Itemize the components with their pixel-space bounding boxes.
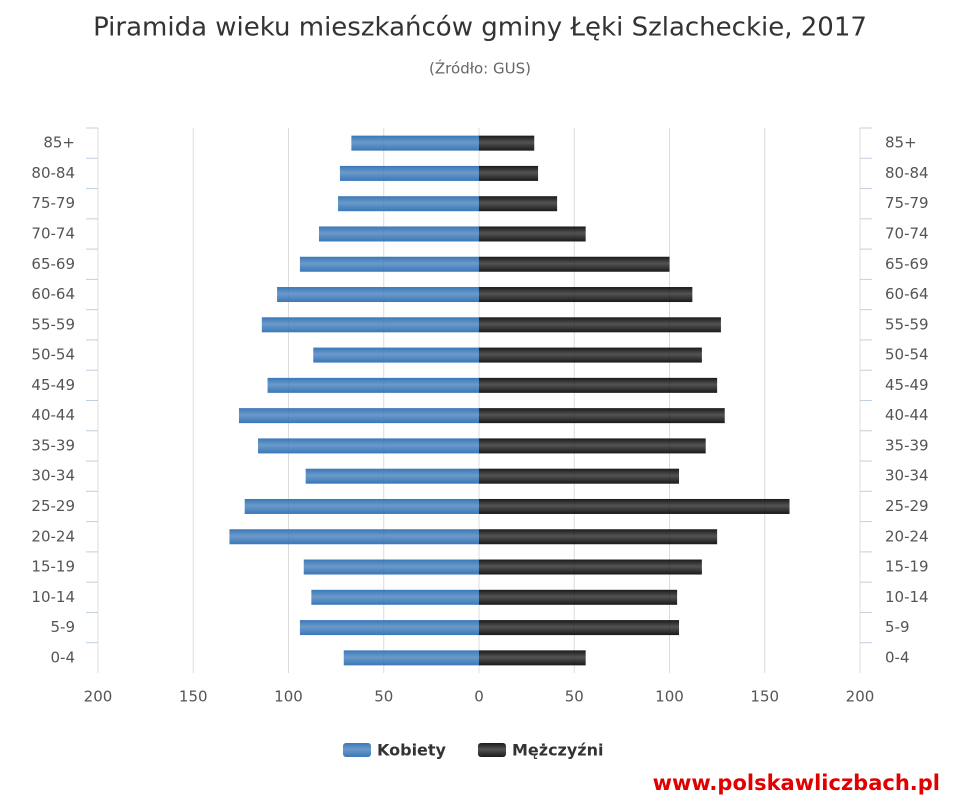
y-tick-label: 70-74 <box>885 224 929 242</box>
bar <box>238 408 479 424</box>
x-tick-label: 50 <box>374 688 393 706</box>
y-tick-label: 15-19 <box>31 558 75 576</box>
bar <box>479 196 558 212</box>
bar <box>479 317 721 333</box>
bar <box>267 377 479 393</box>
y-tick-label: 20-24 <box>885 527 929 545</box>
bar <box>299 620 479 636</box>
y-tick-label: 35-39 <box>885 436 929 454</box>
y-tick-label: 80-84 <box>885 164 929 182</box>
y-tick-label: 55-59 <box>885 315 929 333</box>
bar <box>479 226 586 242</box>
bar <box>343 650 479 666</box>
legend-swatch <box>477 743 506 757</box>
x-tick-label: 150 <box>179 688 208 706</box>
y-tick-label: 0-4 <box>51 648 76 666</box>
bar <box>351 135 479 151</box>
bar <box>261 317 479 333</box>
x-tick-label: 200 <box>846 688 875 706</box>
y-tick-label: 50-54 <box>885 346 929 364</box>
bar <box>479 377 718 393</box>
y-tick-label: 85+ <box>885 134 917 152</box>
bar <box>229 529 479 545</box>
chart-subtitle: (Źródło: GUS) <box>429 59 531 78</box>
bar <box>339 165 479 181</box>
legend-swatch <box>343 743 371 757</box>
x-tick-label: 200 <box>84 688 113 706</box>
bar <box>479 589 678 605</box>
y-tick-label: 60-64 <box>31 285 75 303</box>
x-tick-label: 0 <box>474 688 484 706</box>
bar <box>311 589 479 605</box>
y-tick-label: 70-74 <box>31 224 75 242</box>
y-tick-label: 30-34 <box>31 467 75 485</box>
bar <box>479 498 790 514</box>
y-tick-label: 5-9 <box>51 618 76 636</box>
bar <box>479 165 539 181</box>
bar <box>303 559 479 575</box>
x-tick-label: 150 <box>750 688 779 706</box>
bar <box>313 347 479 363</box>
bar <box>479 135 535 151</box>
y-tick-label: 10-14 <box>885 588 929 606</box>
y-tick-label: 75-79 <box>885 194 929 212</box>
y-tick-label: 60-64 <box>885 285 929 303</box>
y-tick-label: 40-44 <box>31 406 75 424</box>
y-tick-label: 65-69 <box>885 255 929 273</box>
bar <box>338 196 479 212</box>
bar <box>479 438 706 454</box>
y-tick-label: 45-49 <box>31 376 75 394</box>
y-tick-label: 25-29 <box>31 497 75 515</box>
x-tick-label: 100 <box>655 688 684 706</box>
bar <box>479 287 693 303</box>
y-tick-label: 65-69 <box>31 255 75 273</box>
legend-label: Mężczyźni <box>512 741 604 760</box>
y-tick-label: 0-4 <box>885 648 910 666</box>
chart-title: Piramida wieku mieszkańców gminy Łęki Sz… <box>93 13 867 43</box>
y-tick-label: 20-24 <box>31 527 75 545</box>
y-tick-label: 40-44 <box>885 406 929 424</box>
y-tick-label: 50-54 <box>31 346 75 364</box>
source-url: www.polskawliczbach.pl <box>653 771 940 795</box>
bar <box>299 256 479 272</box>
y-tick-label: 10-14 <box>31 588 75 606</box>
bar <box>479 347 702 363</box>
bar <box>479 408 725 424</box>
y-tick-label: 15-19 <box>885 558 929 576</box>
bar <box>479 620 680 636</box>
x-tick-label: 50 <box>565 688 584 706</box>
bar <box>244 498 479 514</box>
bar <box>258 438 479 454</box>
y-tick-label: 75-79 <box>31 194 75 212</box>
x-tick-label: 100 <box>274 688 303 706</box>
bar <box>479 529 718 545</box>
y-tick-label: 30-34 <box>885 467 929 485</box>
legend-label: Kobiety <box>377 741 447 760</box>
bar <box>479 559 702 575</box>
bar <box>479 468 680 484</box>
y-tick-label: 35-39 <box>31 436 75 454</box>
y-tick-label: 55-59 <box>31 315 75 333</box>
y-tick-label: 25-29 <box>885 497 929 515</box>
bar <box>479 256 670 272</box>
bar <box>479 650 586 666</box>
bar <box>277 287 479 303</box>
y-tick-label: 80-84 <box>31 164 75 182</box>
bar <box>318 226 479 242</box>
bar <box>305 468 479 484</box>
y-tick-label: 85+ <box>43 134 75 152</box>
y-tick-label: 5-9 <box>885 618 910 636</box>
y-tick-label: 45-49 <box>885 376 929 394</box>
